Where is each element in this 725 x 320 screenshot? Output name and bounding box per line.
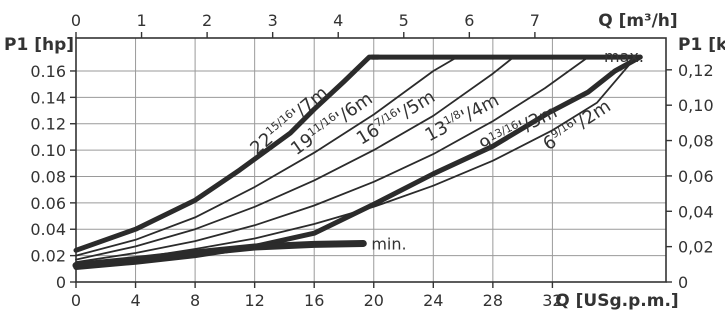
y-left-tick-label: 0.12 [30,115,66,134]
x-top-tick-label: 0 [71,11,81,30]
x-bottom-tick-label: 4 [130,291,140,310]
x-top-tick-label: 3 [268,11,278,30]
series-line-7 [72,240,367,269]
series-line-5 [73,54,643,270]
series-label-head: '/5m [394,86,439,125]
series-line-4 [75,56,637,266]
y-left-tick-label: 0.02 [30,247,66,266]
x-top-tick-label: 7 [530,11,540,30]
x-bottom-tick-label: 12 [244,291,264,310]
y-right-tick-label: 0,10 [678,96,714,115]
series-line-0 [73,54,381,253]
x-bottom-tick-label: 28 [483,291,503,310]
x-top-tick-label: 1 [136,11,146,30]
x-bottom-tick-label: 16 [304,291,324,310]
y-left-tick-label: 0.14 [30,88,66,107]
y-left-axis-title: P1 [hp] [4,35,74,55]
y-left-tick-label: 0.06 [30,194,66,213]
y-right-tick-label: 0,02 [678,238,714,257]
y-left-tick-label: 0.10 [30,141,66,160]
series-line-3 [75,56,589,264]
y-right-tick-label: 0 [678,273,688,292]
y-left-tick-label: 0 [56,273,66,292]
y-right-tick-label: 0,06 [678,167,714,186]
y-right-axis-title: P1 [kW] [678,35,725,55]
x-top-tick-label: 2 [202,11,212,30]
series-label-head: '/2m [570,96,615,135]
y-left-tick-label: 0.16 [30,62,66,81]
x-bottom-tick-label: 20 [364,291,384,310]
y-left-tick-label: 0.04 [30,220,66,239]
plot-frame [75,37,667,283]
x-bottom-tick-label: 8 [190,291,200,310]
series-label-head: '/4m [457,90,502,127]
y-right-tick-label: 0,12 [678,61,714,80]
grid-layer [76,38,666,282]
y-right-tick-label: 0,04 [678,202,714,221]
x-top-axis-title: Q [m³/h] [598,11,677,31]
x-top-tick-label: 4 [333,11,343,30]
max-label: max. [604,47,644,66]
series-layer [72,54,643,270]
x-top-tick-label: 6 [464,11,474,30]
x-bottom-tick-label: 24 [423,291,443,310]
x-bottom-axis-title: Q [USg.p.m.] [555,291,678,311]
x-top-tick-label: 5 [399,11,409,30]
min-label: min. [371,234,406,253]
y-left-tick-label: 0.08 [30,167,66,186]
series-line-2 [75,56,515,261]
series-line-1 [75,56,459,257]
axis-layer: 0 4 8 12 16 20 24 28 32Q [USg.p.m.]0 1 2 3 4 5 6 7 Q [m³… [4,11,725,311]
x-bottom-tick-label: 0 [71,291,81,310]
x-bottom-tick-label: 32 [542,291,562,310]
y-right-tick-label: 0,08 [678,132,714,151]
